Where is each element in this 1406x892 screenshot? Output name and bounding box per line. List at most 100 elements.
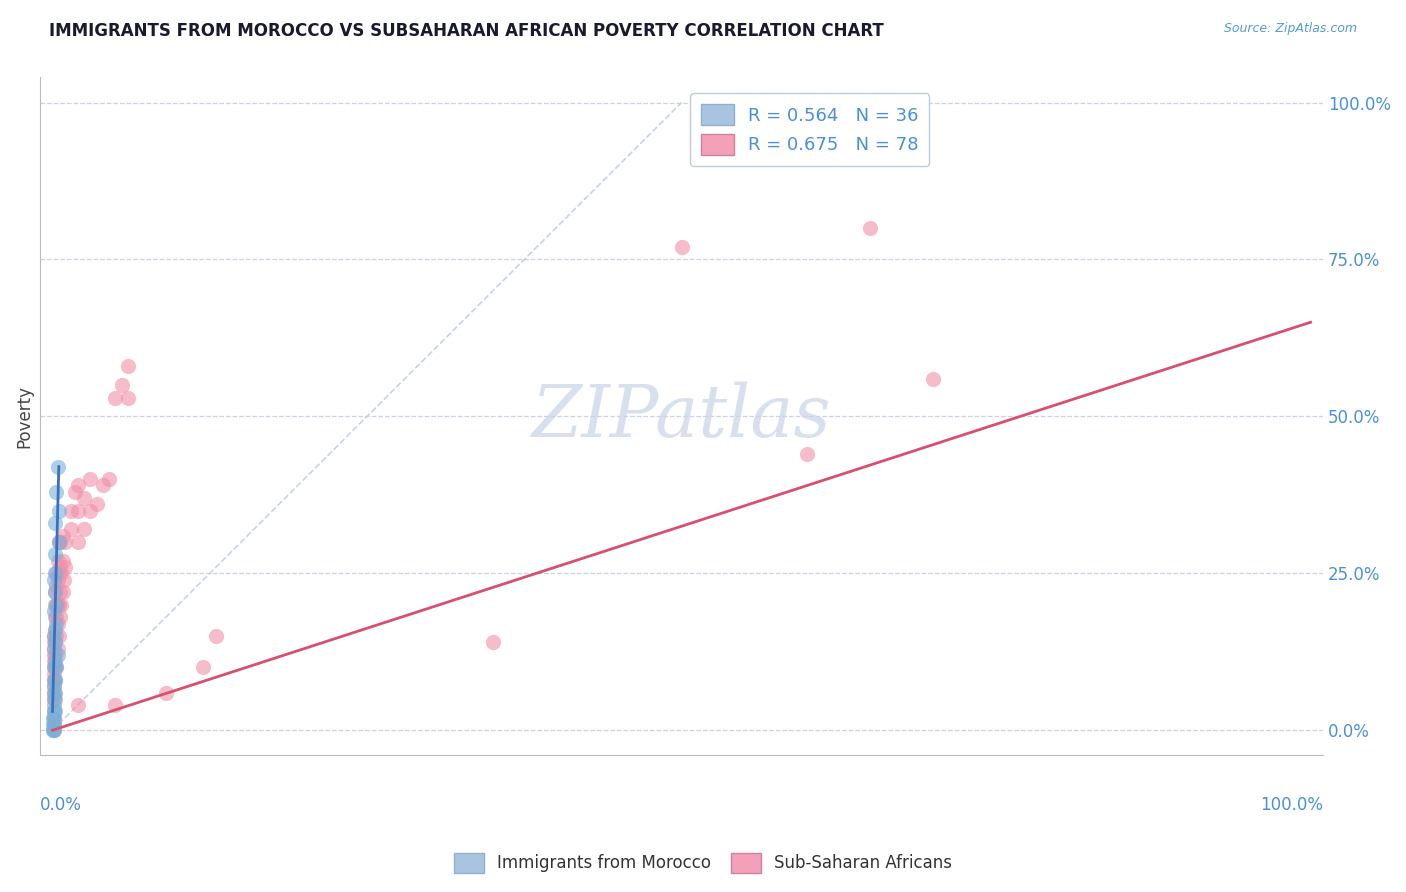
Point (63, 484, 86, 499)
Point (117, 391, 139, 405)
Point (44, 516, 66, 530)
Point (45, 598, 67, 612)
Point (44, 585, 66, 599)
Point (42, 705, 65, 719)
Point (41, 723, 63, 738)
Point (66, 478, 89, 492)
Point (44, 673, 66, 687)
Point (45, 484, 67, 499)
Point (48, 629, 70, 643)
Point (73, 491, 96, 505)
Point (45, 616, 67, 631)
Point (46, 459, 69, 474)
Point (48, 598, 70, 612)
Point (44, 705, 66, 719)
Point (104, 698, 127, 713)
Point (42, 641, 65, 656)
Point (44, 623, 66, 637)
Point (42, 635, 65, 649)
Point (52, 573, 75, 587)
Point (796, 447, 818, 461)
Y-axis label: Poverty: Poverty (15, 384, 32, 448)
Point (44, 685, 66, 699)
Point (48, 535, 70, 549)
Point (44, 673, 66, 687)
Point (60, 503, 83, 517)
Point (49, 610, 72, 624)
Point (42, 698, 65, 713)
Point (51, 598, 73, 612)
Point (41, 717, 63, 731)
Point (44, 548, 66, 562)
Point (48, 566, 70, 581)
Point (44, 635, 66, 649)
Point (42, 660, 65, 674)
Point (859, 221, 882, 235)
Point (205, 629, 228, 643)
Point (98, 472, 121, 486)
Point (44, 598, 66, 612)
Point (46, 554, 69, 568)
Point (42, 691, 65, 706)
Point (42, 717, 65, 731)
Text: 100.0%: 100.0% (1260, 796, 1323, 814)
Point (46, 648, 69, 662)
Point (104, 391, 127, 405)
Point (60, 522, 83, 536)
Point (42, 648, 65, 662)
Point (42, 717, 65, 731)
Point (46, 598, 69, 612)
Point (91, 478, 114, 492)
Point (41, 711, 63, 725)
Point (49, 535, 72, 549)
Point (42, 685, 65, 699)
Point (44, 654, 66, 668)
Point (111, 378, 134, 392)
Point (42, 723, 65, 738)
Point (42, 705, 65, 719)
Text: Source: ZipAtlas.com: Source: ZipAtlas.com (1223, 22, 1357, 36)
Point (44, 660, 66, 674)
Legend: R = 0.564   N = 36, R = 0.675   N = 78: R = 0.564 N = 36, R = 0.675 N = 78 (690, 94, 929, 166)
Point (42, 685, 65, 699)
Text: ZIPatlas: ZIPatlas (531, 381, 831, 451)
Point (44, 623, 66, 637)
Point (79, 503, 101, 517)
Point (42, 691, 65, 706)
Point (45, 629, 67, 643)
Point (48, 535, 70, 549)
Point (42, 604, 65, 618)
Point (193, 660, 215, 674)
Point (53, 535, 76, 549)
Point (42, 629, 65, 643)
Point (42, 654, 65, 668)
Point (42, 673, 65, 687)
Point (42, 641, 65, 656)
Point (49, 560, 72, 574)
Point (44, 566, 66, 581)
Point (53, 560, 76, 574)
Point (42, 711, 65, 725)
Point (45, 579, 67, 593)
Point (73, 522, 96, 536)
Point (922, 372, 945, 386)
Point (66, 503, 89, 517)
Point (42, 679, 65, 693)
Text: IMMIGRANTS FROM MOROCCO VS SUBSAHARAN AFRICAN POVERTY CORRELATION CHART: IMMIGRANTS FROM MOROCCO VS SUBSAHARAN AF… (49, 22, 884, 40)
Point (86, 497, 108, 511)
Point (671, 240, 693, 254)
Point (42, 679, 65, 693)
Point (66, 698, 89, 713)
Point (66, 535, 89, 549)
Point (44, 610, 66, 624)
Point (48, 503, 70, 517)
Point (482, 635, 505, 649)
Point (79, 472, 101, 486)
Text: 0.0%: 0.0% (39, 796, 82, 814)
Point (44, 691, 66, 706)
Point (52, 585, 75, 599)
Point (46, 616, 69, 631)
Point (44, 585, 66, 599)
Point (52, 554, 75, 568)
Point (51, 566, 73, 581)
